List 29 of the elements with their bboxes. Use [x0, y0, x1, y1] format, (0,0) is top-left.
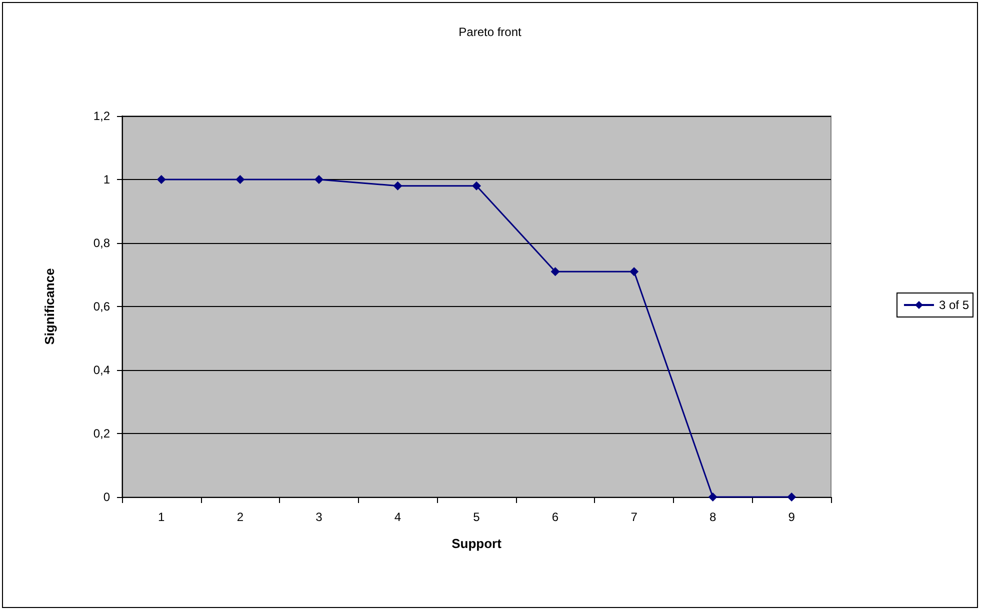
point: [708, 492, 718, 502]
x-tick-label: 2: [236, 510, 244, 524]
x-axis-title: Support: [452, 536, 502, 551]
y-tick-label: 1: [103, 172, 110, 186]
x-tick-label: 6: [552, 510, 559, 524]
point: [787, 492, 796, 502]
y-axis-title: Significance: [42, 268, 57, 345]
y-tick-label: 0: [103, 490, 110, 504]
legend-label: 3 of 5: [938, 298, 970, 312]
chart-title: Pareto front: [458, 25, 522, 39]
point: [550, 267, 560, 276]
x-tick-label: 8: [709, 510, 716, 524]
y-tick-label: 0,6: [93, 300, 110, 314]
y-tick-label: 1,2: [93, 109, 110, 123]
x-tick-label: 1: [158, 510, 166, 524]
x-tick-label: 7: [630, 510, 638, 524]
point: [156, 175, 166, 184]
y-tick-label: 0,2: [93, 426, 110, 440]
point: [236, 175, 245, 184]
point: [472, 181, 481, 190]
x-tick-label: 5: [473, 510, 480, 524]
x-tick-label: 9: [788, 510, 796, 524]
y-tick-label: 0,4: [93, 363, 110, 377]
x-tick-label: 4: [394, 510, 402, 524]
point: [630, 267, 639, 276]
y-tick-label: 0,8: [93, 236, 110, 250]
x-tick-label: 3: [316, 510, 323, 524]
point: [393, 181, 402, 190]
point: [314, 175, 324, 184]
